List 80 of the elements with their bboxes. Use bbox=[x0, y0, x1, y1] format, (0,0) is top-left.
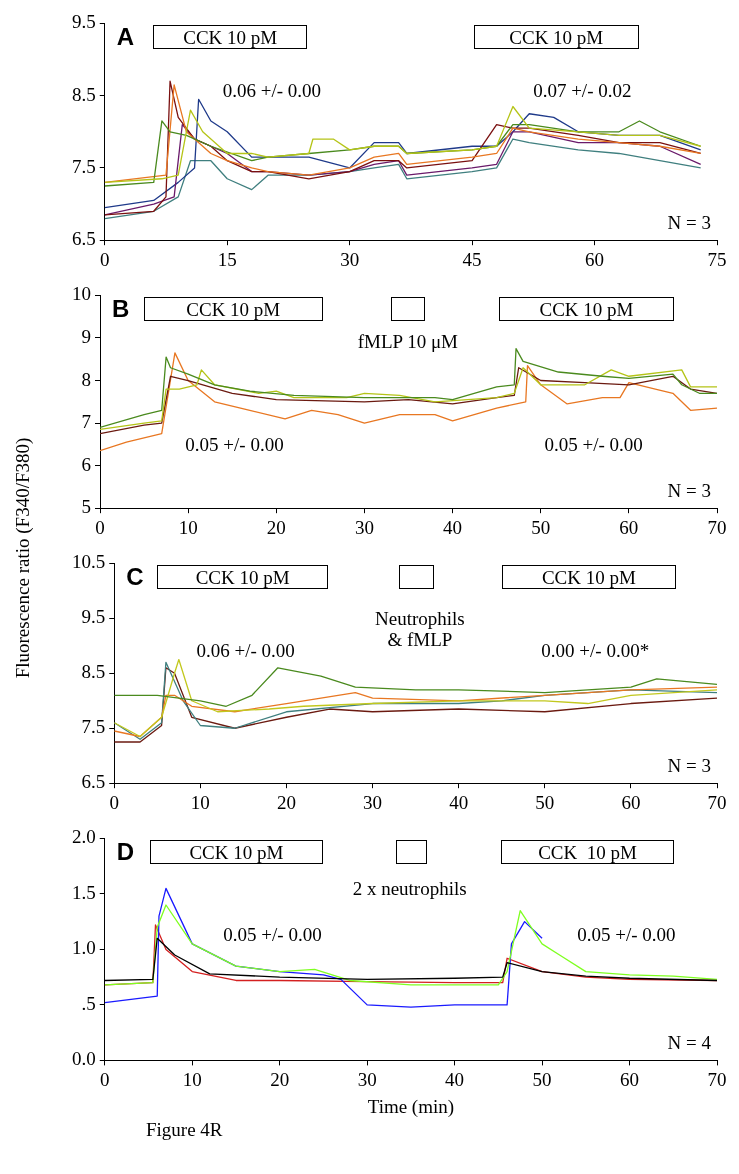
annotation: 2 x neutrophils bbox=[352, 877, 467, 899]
annotation: CCK 10 pM bbox=[183, 26, 278, 48]
x-tick-label: 75 bbox=[707, 248, 727, 270]
x-tick-label: 40 bbox=[449, 791, 469, 813]
y-tick-label: 1.5 bbox=[72, 881, 96, 903]
annotation: 0.06 +/- 0.00 bbox=[222, 79, 322, 101]
x-tick-label: 50 bbox=[535, 791, 555, 813]
y-tick-label: 8 bbox=[81, 368, 91, 390]
x-tick-label: 20 bbox=[270, 1068, 290, 1090]
y-tick-label: 9 bbox=[81, 325, 91, 347]
x-tick-label: 30 bbox=[363, 791, 383, 813]
x-tick-label: 40 bbox=[445, 1068, 465, 1090]
x-tick-label: 20 bbox=[276, 791, 296, 813]
x-tick-label: 0 bbox=[100, 1068, 110, 1090]
annotation: 0.05 +/- 0.00 bbox=[544, 433, 643, 455]
x-tick-label: 30 bbox=[357, 1068, 377, 1090]
chart-title: A bbox=[116, 23, 135, 51]
y-tick-label: 10.5 bbox=[72, 551, 106, 573]
annotation: 0.00 +/- 0.00* bbox=[541, 639, 650, 661]
y-tick-label: 7.5 bbox=[72, 155, 96, 177]
y-axis-title: Fluorescence ratio (F340/F380) bbox=[12, 437, 34, 679]
annotation: CCK 10 pM bbox=[541, 566, 636, 588]
annotation: CCK 10 pM bbox=[539, 298, 634, 320]
x-tick-label: 10 bbox=[190, 791, 210, 813]
y-tick-label: 6.5 bbox=[72, 228, 96, 250]
y-tick-label: 0.0 bbox=[72, 1048, 96, 1070]
x-tick-label: 30 bbox=[340, 248, 360, 270]
x-tick-label: 70 bbox=[707, 1068, 727, 1090]
x-tick-label: 60 bbox=[620, 1068, 640, 1090]
x-tick-label: 0 bbox=[100, 248, 110, 270]
x-axis-title: Time (min) bbox=[367, 1095, 455, 1118]
x-tick-label: 50 bbox=[532, 1068, 552, 1090]
y-tick-label: 7 bbox=[81, 411, 91, 433]
annotation: CCK 10 pM bbox=[195, 566, 290, 588]
annotation: N = 3 bbox=[667, 755, 711, 777]
annotation: N = 4 bbox=[667, 1032, 711, 1054]
x-tick-label: 50 bbox=[531, 516, 551, 538]
y-tick-label: 10 bbox=[72, 283, 91, 305]
y-tick-label: .5 bbox=[81, 992, 96, 1014]
y-tick-label: 1.0 bbox=[72, 937, 96, 959]
y-tick-label: 5 bbox=[81, 496, 91, 518]
y-tick-label: 9.5 bbox=[72, 11, 96, 33]
y-tick-label: 8.5 bbox=[81, 661, 106, 683]
annotation: 0.07 +/- 0.02 bbox=[533, 79, 632, 101]
x-tick-label: 60 bbox=[621, 791, 641, 813]
y-tick-label: 8.5 bbox=[72, 83, 96, 105]
annotation: N = 3 bbox=[667, 212, 711, 234]
annotation: CCK 10 pM bbox=[189, 841, 284, 863]
annotation: CCK 10 pM bbox=[509, 26, 604, 48]
annotation: 0.05 +/- 0.00 bbox=[223, 923, 322, 945]
annotation: 0.05 +/- 0.00 bbox=[185, 433, 284, 455]
caption: Figure 4R bbox=[146, 1119, 223, 1140]
x-tick-label: 15 bbox=[217, 248, 237, 270]
annotation: Neutrophils & fMLP bbox=[374, 608, 465, 651]
annotation: 0.06 +/- 0.00 bbox=[196, 639, 295, 661]
y-tick-label: 9.5 bbox=[81, 606, 106, 628]
y-tick-label: 7.5 bbox=[81, 716, 106, 738]
x-tick-label: 20 bbox=[266, 516, 286, 538]
y-tick-label: 2.0 bbox=[72, 826, 96, 848]
annotation: CCK 10 pM bbox=[186, 298, 281, 320]
annotation: fMLP 10 μM bbox=[357, 330, 459, 351]
x-tick-label: 10 bbox=[178, 516, 198, 538]
x-tick-label: 10 bbox=[182, 1068, 202, 1090]
x-tick-label: 45 bbox=[462, 248, 482, 270]
x-tick-label: 0 bbox=[109, 791, 119, 813]
annotation: 0.05 +/- 0.00 bbox=[577, 923, 676, 945]
x-tick-label: 40 bbox=[443, 516, 463, 538]
x-tick-label: 70 bbox=[707, 791, 727, 813]
annotation: CCK 10 pM bbox=[538, 841, 637, 863]
y-tick-label: 6.5 bbox=[81, 771, 106, 793]
x-tick-label: 30 bbox=[354, 516, 374, 538]
chart-title: B bbox=[112, 295, 130, 323]
x-tick-label: 60 bbox=[619, 516, 639, 538]
x-tick-label: 60 bbox=[585, 248, 605, 270]
x-tick-label: 70 bbox=[707, 516, 727, 538]
chart-title: C bbox=[126, 563, 144, 591]
chart-title: D bbox=[116, 838, 135, 866]
x-tick-label: 0 bbox=[95, 516, 105, 538]
y-tick-label: 6 bbox=[81, 453, 91, 475]
annotation: N = 3 bbox=[667, 480, 711, 502]
